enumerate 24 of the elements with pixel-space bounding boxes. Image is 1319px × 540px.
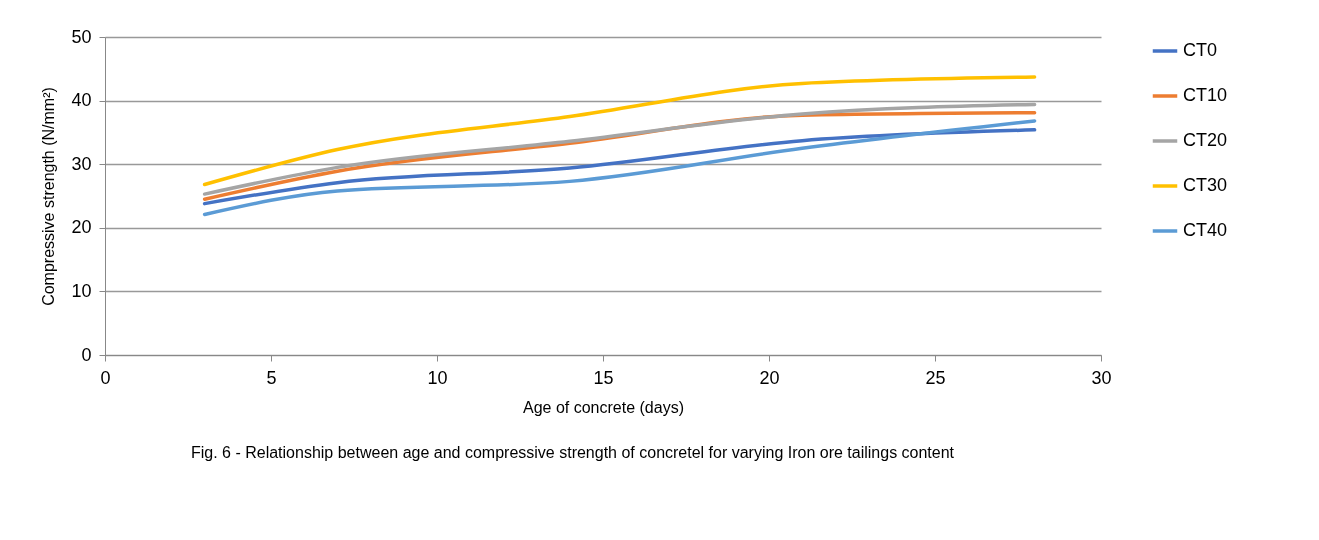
x-tick-label: 0 [100,367,111,388]
legend-label: CT0 [1183,40,1218,60]
x-tick-label: 20 [759,367,780,388]
x-tick-label: 30 [1091,367,1112,388]
y-tick-label: 0 [81,344,92,365]
y-tick-label: 20 [71,217,92,238]
legend-label: CT20 [1183,130,1228,150]
y-tick-label: 10 [71,280,92,301]
legend-label: CT40 [1183,220,1228,240]
line-series [202,128,1037,206]
x-tick-label: 25 [925,367,946,388]
line-series [202,75,1037,187]
y-tick-label: 30 [71,153,92,174]
legend-label: CT30 [1183,175,1228,195]
y-tick-label: 40 [71,90,92,111]
x-tick-label: 5 [266,367,277,388]
line-series [202,119,1037,217]
y-tick-label: 50 [71,26,92,47]
x-axis-title: Age of concrete (days) [523,398,684,416]
caption: Fig. 6 - Relationship between age and compressive strength of concretel for varying Iron ore tailings content [190,444,955,461]
x-tick-label: 10 [427,367,448,388]
legend-label: CT10 [1183,85,1228,105]
y-axis-title: Compressive strength (N/mm²) [40,87,58,306]
x-tick-label: 15 [593,367,614,388]
